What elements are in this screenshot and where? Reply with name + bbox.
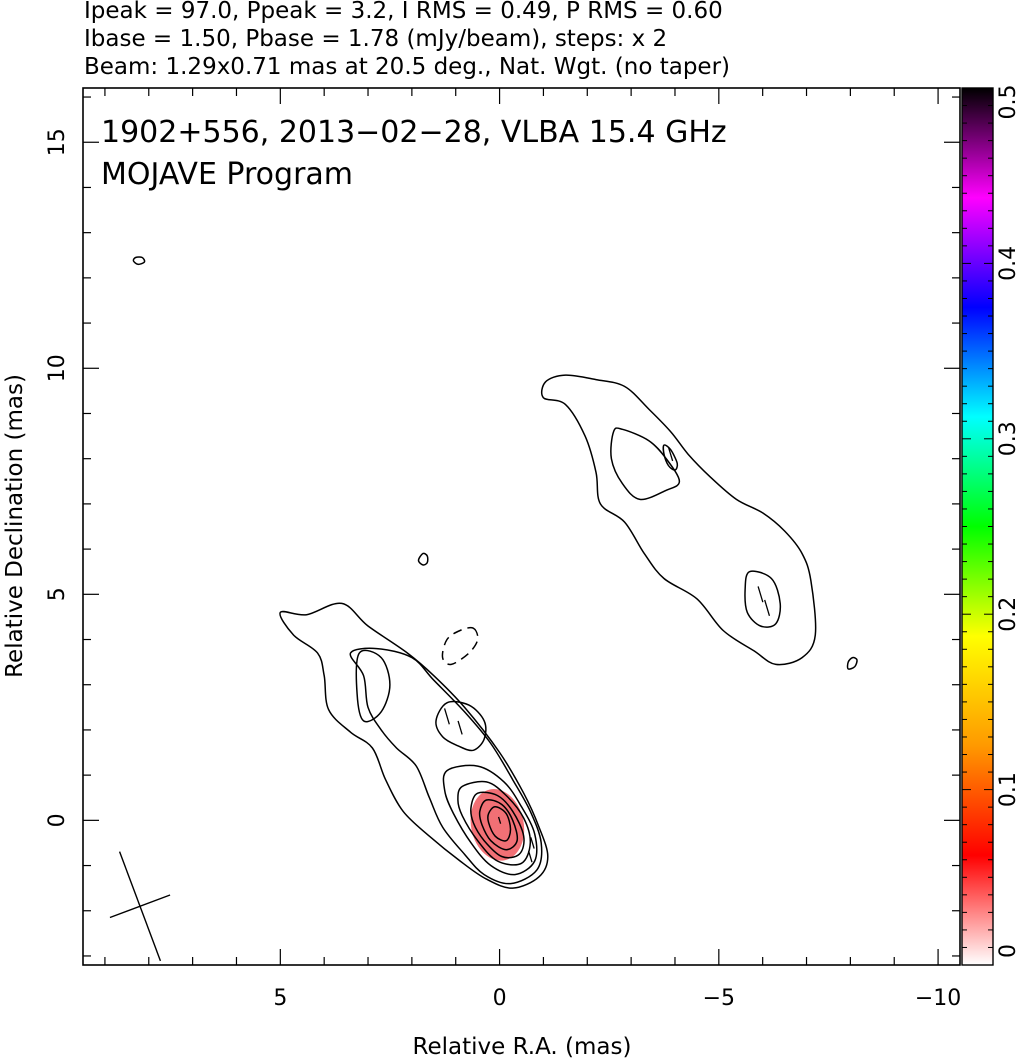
contour-10 <box>610 427 681 501</box>
plot-area <box>109 256 858 962</box>
colorbar-tick-label: 0.4 <box>996 246 1021 281</box>
colorbar-tick-label: 0.3 <box>996 421 1021 456</box>
colorbar-tick-label: 0 <box>996 944 1021 958</box>
contour-0 <box>279 602 549 889</box>
evpa-tick-6 <box>757 586 764 603</box>
x-tick-label: −10 <box>915 986 961 1011</box>
contour-3 <box>457 780 532 866</box>
y-tick-label: 15 <box>45 128 70 156</box>
evpa-tick-1 <box>527 850 533 863</box>
header-line-2: Ibase = 1.50, Pbase = 1.78 (mJy/beam), s… <box>84 26 667 52</box>
header-line-1: Ipeak = 97.0, Ppeak = 3.2, I RMS = 0.49,… <box>84 0 723 24</box>
colorbar-tick-labels: 0 0.1 0.2 0.3 0.4 0.5 <box>996 85 1021 959</box>
colorbar-tick-label: 0.1 <box>996 772 1021 807</box>
contour-14 <box>417 552 429 566</box>
colorbar-bar <box>961 87 994 966</box>
chart-subtitle: MOJAVE Program <box>101 157 353 192</box>
contour-13 <box>132 256 146 266</box>
contour-7 <box>435 700 487 752</box>
axis-tick-labels: 5 0 −5 −10 0 5 10 15 <box>45 128 961 1011</box>
polarization-layer <box>470 789 525 861</box>
contour-9 <box>540 374 817 666</box>
contour-8 <box>355 649 391 723</box>
contour-5 <box>478 798 519 851</box>
evpa-tick-3 <box>443 708 450 725</box>
evpa-tick-4 <box>457 720 463 735</box>
polarization-patch <box>470 789 525 861</box>
contour-4 <box>470 791 525 859</box>
chart-title: 1902+556, 2013−02−28, VLBA 15.4 GHz <box>101 115 727 150</box>
colorbar-ticks <box>962 87 993 966</box>
beam-minor-axis <box>109 894 171 919</box>
y-tick-label: 5 <box>45 587 70 601</box>
x-axis-label: Relative R.A. (mas) <box>413 1034 632 1060</box>
contour-16 <box>441 626 479 666</box>
x-tick-label: −5 <box>703 986 735 1011</box>
evpa-tick-7 <box>764 599 771 616</box>
y-axis-label: Relative Declination (mas) <box>2 374 28 678</box>
y-tick-label: 0 <box>45 813 70 827</box>
x-tick-label: 5 <box>273 986 287 1011</box>
evpa-tick-2 <box>530 837 535 849</box>
contour-6 <box>487 806 512 842</box>
contour-layer <box>132 256 858 889</box>
contour-1 <box>349 647 543 885</box>
y-tick-label: 10 <box>45 354 70 382</box>
beam-layer <box>109 851 171 962</box>
colorbar: 0 0.1 0.2 0.3 0.4 0.5 <box>961 85 1021 966</box>
evpa-tick-0 <box>497 816 502 824</box>
colorbar-tick-label: 0.2 <box>996 597 1021 632</box>
contour-2 <box>442 764 538 876</box>
evpa-layer <box>443 447 771 863</box>
colorbar-tick-label: 0.5 <box>996 85 1021 120</box>
x-tick-label: 0 <box>493 986 507 1011</box>
contour-11 <box>662 444 679 471</box>
evpa-tick-5 <box>667 447 674 462</box>
contour-12 <box>744 570 782 628</box>
contour-15 <box>846 656 858 670</box>
header-line-3: Beam: 1.29x0.71 mas at 20.5 deg., Nat. W… <box>84 54 730 80</box>
axis-ticks <box>83 88 960 965</box>
